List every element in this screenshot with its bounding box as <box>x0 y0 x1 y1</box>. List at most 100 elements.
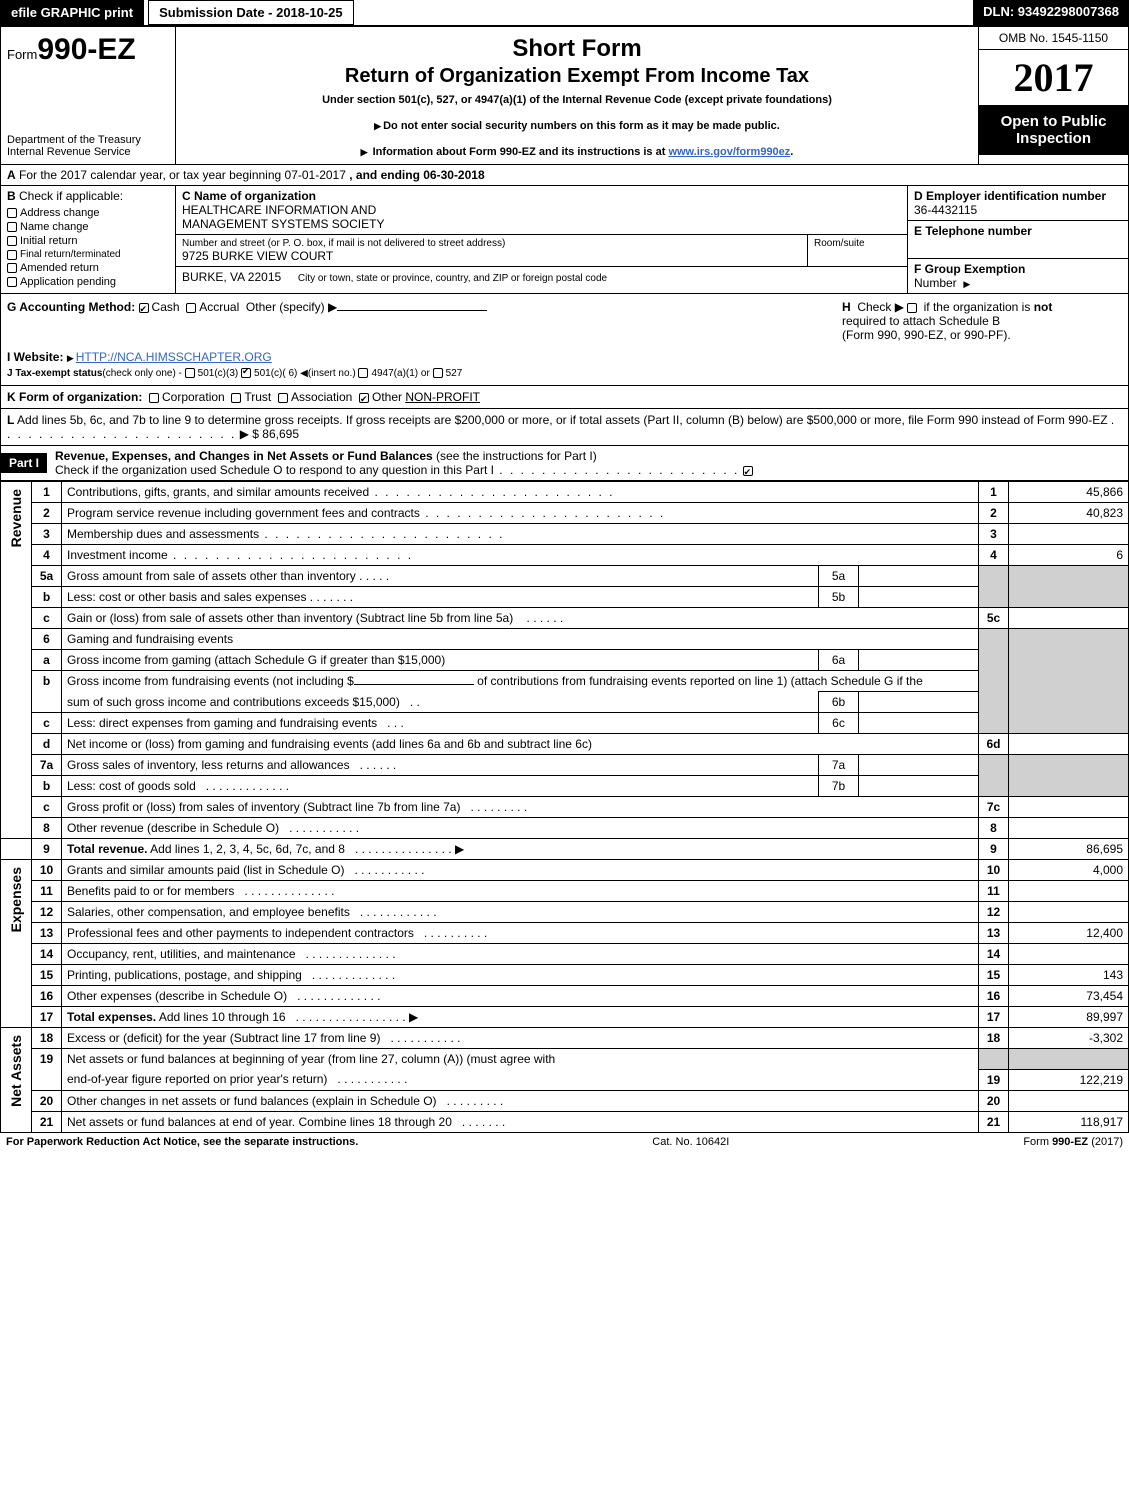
checkbox-501c3[interactable] <box>185 368 195 378</box>
line-6a-innerval <box>859 650 979 671</box>
check-if-applicable: Check if applicable: <box>19 189 123 203</box>
line-17-desc: Total expenses. Add lines 10 through 16 … <box>62 1007 979 1028</box>
checkbox-address-change[interactable] <box>7 208 17 218</box>
checkbox-corp[interactable] <box>149 393 159 403</box>
gross-receipts-amount: $ 86,695 <box>252 427 299 441</box>
checkbox-accrual[interactable] <box>186 303 196 313</box>
line-6d-box: 6d <box>979 734 1009 755</box>
line-13-box: 13 <box>979 923 1009 944</box>
label-final-return: Final return/terminated <box>20 249 121 260</box>
checkbox-final-return[interactable] <box>7 250 17 260</box>
line-7a-innerbox: 7a <box>819 755 859 776</box>
label-4947: 4947(a)(1) or <box>371 368 429 379</box>
checkbox-application-pending[interactable] <box>7 277 17 287</box>
label-j: J Tax-exempt status <box>7 368 102 379</box>
line-6b-innerbox: 6b <box>819 692 859 713</box>
line-6-desc: Gaming and fundraising events <box>62 629 979 650</box>
line-11-value <box>1009 881 1129 902</box>
label-corp: Corporation <box>162 390 225 404</box>
label-501c: 501(c)( 6) <box>254 368 297 379</box>
line-5a-desc: Gross amount from sale of assets other t… <box>62 566 819 587</box>
footer-left: For Paperwork Reduction Act Notice, see … <box>6 1136 358 1148</box>
line-5c-desc: Gain or (loss) from sale of assets other… <box>62 608 979 629</box>
title-short-form: Short Form <box>186 35 968 63</box>
part-1-title: Revenue, Expenses, and Changes in Net As… <box>55 449 433 463</box>
line-10-desc: Grants and similar amounts paid (list in… <box>62 860 979 881</box>
label-k: K Form of organization: <box>7 390 142 404</box>
j-suffix: (check only one) - <box>102 368 181 379</box>
revenue-section-label: Revenue <box>6 485 26 551</box>
label-501c3: 501(c)(3) <box>198 368 239 379</box>
ein-value: 36-4432115 <box>914 203 1122 217</box>
line-15-desc: Printing, publications, postage, and shi… <box>62 965 979 986</box>
checkbox-trust[interactable] <box>231 393 241 403</box>
line-6d-num: d <box>32 734 62 755</box>
checkbox-amended-return[interactable] <box>7 263 17 273</box>
part-1-subtitle: (see the instructions for Part I) <box>436 449 597 463</box>
website-link[interactable]: HTTP://NCA.HIMSSCHAPTER.ORG <box>76 350 272 364</box>
checkbox-cash[interactable] <box>139 303 149 313</box>
line-9-desc: Total revenue. Add lines 1, 2, 3, 4, 5c,… <box>62 839 979 860</box>
line-10-box: 10 <box>979 860 1009 881</box>
other-method-input[interactable] <box>337 310 487 311</box>
line-6b-num: b <box>32 671 62 713</box>
checkbox-assoc[interactable] <box>278 393 288 403</box>
line-3-value <box>1009 524 1129 545</box>
subtitle: Under section 501(c), 527, or 4947(a)(1)… <box>186 94 968 106</box>
omb-number: OMB No. 1545-1150 <box>979 27 1128 50</box>
dln-number: DLN: 93492298007368 <box>973 0 1129 25</box>
line-16-value: 73,454 <box>1009 986 1129 1007</box>
line-6b-blank[interactable] <box>354 684 474 685</box>
line-21-num: 21 <box>32 1111 62 1132</box>
label-i: I Website: <box>7 350 63 364</box>
line-7c-box: 7c <box>979 797 1009 818</box>
label-initial-return: Initial return <box>20 235 77 247</box>
efile-print-button[interactable]: efile GRAPHIC print <box>0 0 144 25</box>
city-state-zip: BURKE, VA 22015 <box>182 270 281 284</box>
checkbox-initial-return[interactable] <box>7 236 17 246</box>
checkbox-schedule-o[interactable] <box>743 466 753 476</box>
irs-link[interactable]: www.irs.gov/form990ez <box>668 146 790 158</box>
checkbox-501c[interactable] <box>241 368 251 378</box>
line-13-num: 13 <box>32 923 62 944</box>
line-4-desc: Investment income <box>62 545 979 566</box>
checkbox-other-org[interactable] <box>359 393 369 403</box>
line-6b-desc-1: Gross income from fundraising events (no… <box>62 671 979 692</box>
h-check: Check <box>857 300 891 314</box>
line-8-desc: Other revenue (describe in Schedule O) .… <box>62 818 979 839</box>
line-7b-desc: Less: cost of goods sold . . . . . . . .… <box>62 776 819 797</box>
line-5b-innerval <box>859 587 979 608</box>
label-other-org: Other <box>372 390 402 404</box>
checkbox-4947[interactable] <box>358 368 368 378</box>
line-18-box: 18 <box>979 1028 1009 1049</box>
label-g: G Accounting Method: <box>7 300 135 314</box>
line-19-box: 19 <box>979 1069 1009 1090</box>
tax-year-ending: , and ending 06-30-2018 <box>349 168 484 182</box>
line-6-num: 6 <box>32 629 62 650</box>
line-20-value <box>1009 1090 1129 1111</box>
checkbox-name-change[interactable] <box>7 222 17 232</box>
line-8-value <box>1009 818 1129 839</box>
irs-label: Internal Revenue Service <box>7 146 169 158</box>
line-19-value: 122,219 <box>1009 1069 1129 1090</box>
line-11-desc: Benefits paid to or for members . . . . … <box>62 881 979 902</box>
arrow-icon <box>963 276 972 290</box>
line-2-num: 2 <box>32 503 62 524</box>
line-19-desc-1: Net assets or fund balances at beginning… <box>62 1049 979 1070</box>
line-10-num: 10 <box>32 860 62 881</box>
checkbox-527[interactable] <box>433 368 443 378</box>
line-11-box: 11 <box>979 881 1009 902</box>
line-7c-num: c <box>32 797 62 818</box>
line-20-desc: Other changes in net assets or fund bala… <box>62 1090 979 1111</box>
line-5a-innerval <box>859 566 979 587</box>
line-1-num: 1 <box>32 482 62 503</box>
form-header: Form990-EZ Department of the Treasury In… <box>0 25 1129 165</box>
line-6c-desc: Less: direct expenses from gaming and fu… <box>62 713 819 734</box>
checkbox-h[interactable] <box>907 303 917 313</box>
part-1-check-line: Check if the organization used Schedule … <box>55 463 494 477</box>
org-name-2: MANAGEMENT SYSTEMS SOCIETY <box>182 217 901 231</box>
other-org-value: NON-PROFIT <box>405 390 480 404</box>
label-c: C Name of organization <box>182 189 316 203</box>
line-1-desc: Contributions, gifts, grants, and simila… <box>62 482 979 503</box>
room-suite-label: Room/suite <box>807 235 907 266</box>
